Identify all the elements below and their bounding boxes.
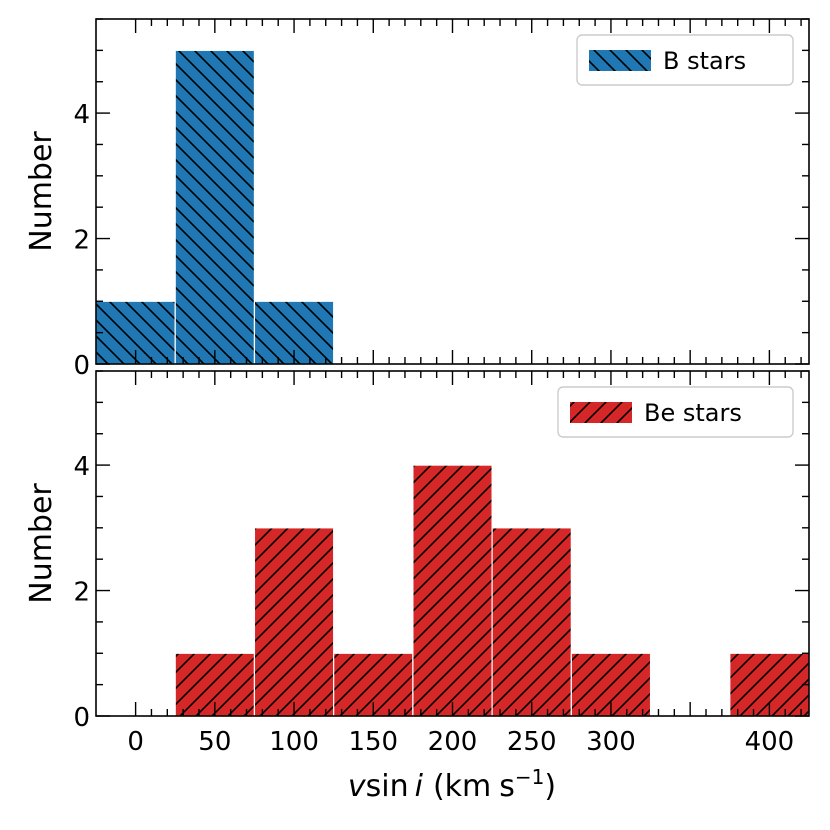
bottom-y-tick-label: 4 [73,452,90,482]
top-y-tick-label: 2 [73,226,90,256]
bottom-y-tick-label: 2 [73,578,90,608]
bottom-y-tick-label: 0 [73,703,90,733]
bottom-legend-label: Be stars [644,399,742,427]
top-legend-label: B stars [663,47,746,75]
bottom-panel: 0 2 4 0 50 100 150 200 250 300 400 Number Be stars [24,370,810,757]
bottom-legend: Be stars [557,386,794,438]
top-y-axis-label: Number [24,131,59,252]
bottom-bars [174,464,809,716]
top-y-tick-label: 0 [73,351,90,381]
x-tick-label: 400 [745,727,795,757]
bottom-bar [570,652,652,716]
top-bar [174,49,256,364]
bottom-legend-swatch-hatch [570,402,632,423]
x-tick-label: 100 [269,727,319,757]
x-tick-label: 300 [586,727,636,757]
top-legend-swatch-hatch [589,50,651,71]
bottom-y-axis-label: Number [24,483,59,604]
top-legend-box [576,34,794,86]
top-panel: 0 2 4 Number B stars [24,18,810,381]
bottom-legend-box [557,386,794,438]
x-tick-label: 150 [348,727,398,757]
bottom-bar [253,527,335,716]
x-axis-label: vsin i (km s−1) [348,765,556,804]
x-tick-label: 200 [428,727,478,757]
top-bars [96,49,335,364]
top-legend: B stars [576,34,794,86]
bottom-bar [412,464,493,716]
top-y-tick-label: 4 [73,100,90,130]
x-tick-label: 0 [127,727,144,757]
x-tick-label: 50 [198,727,231,757]
x-tick-label: 250 [507,727,557,757]
bottom-bar [491,527,572,716]
